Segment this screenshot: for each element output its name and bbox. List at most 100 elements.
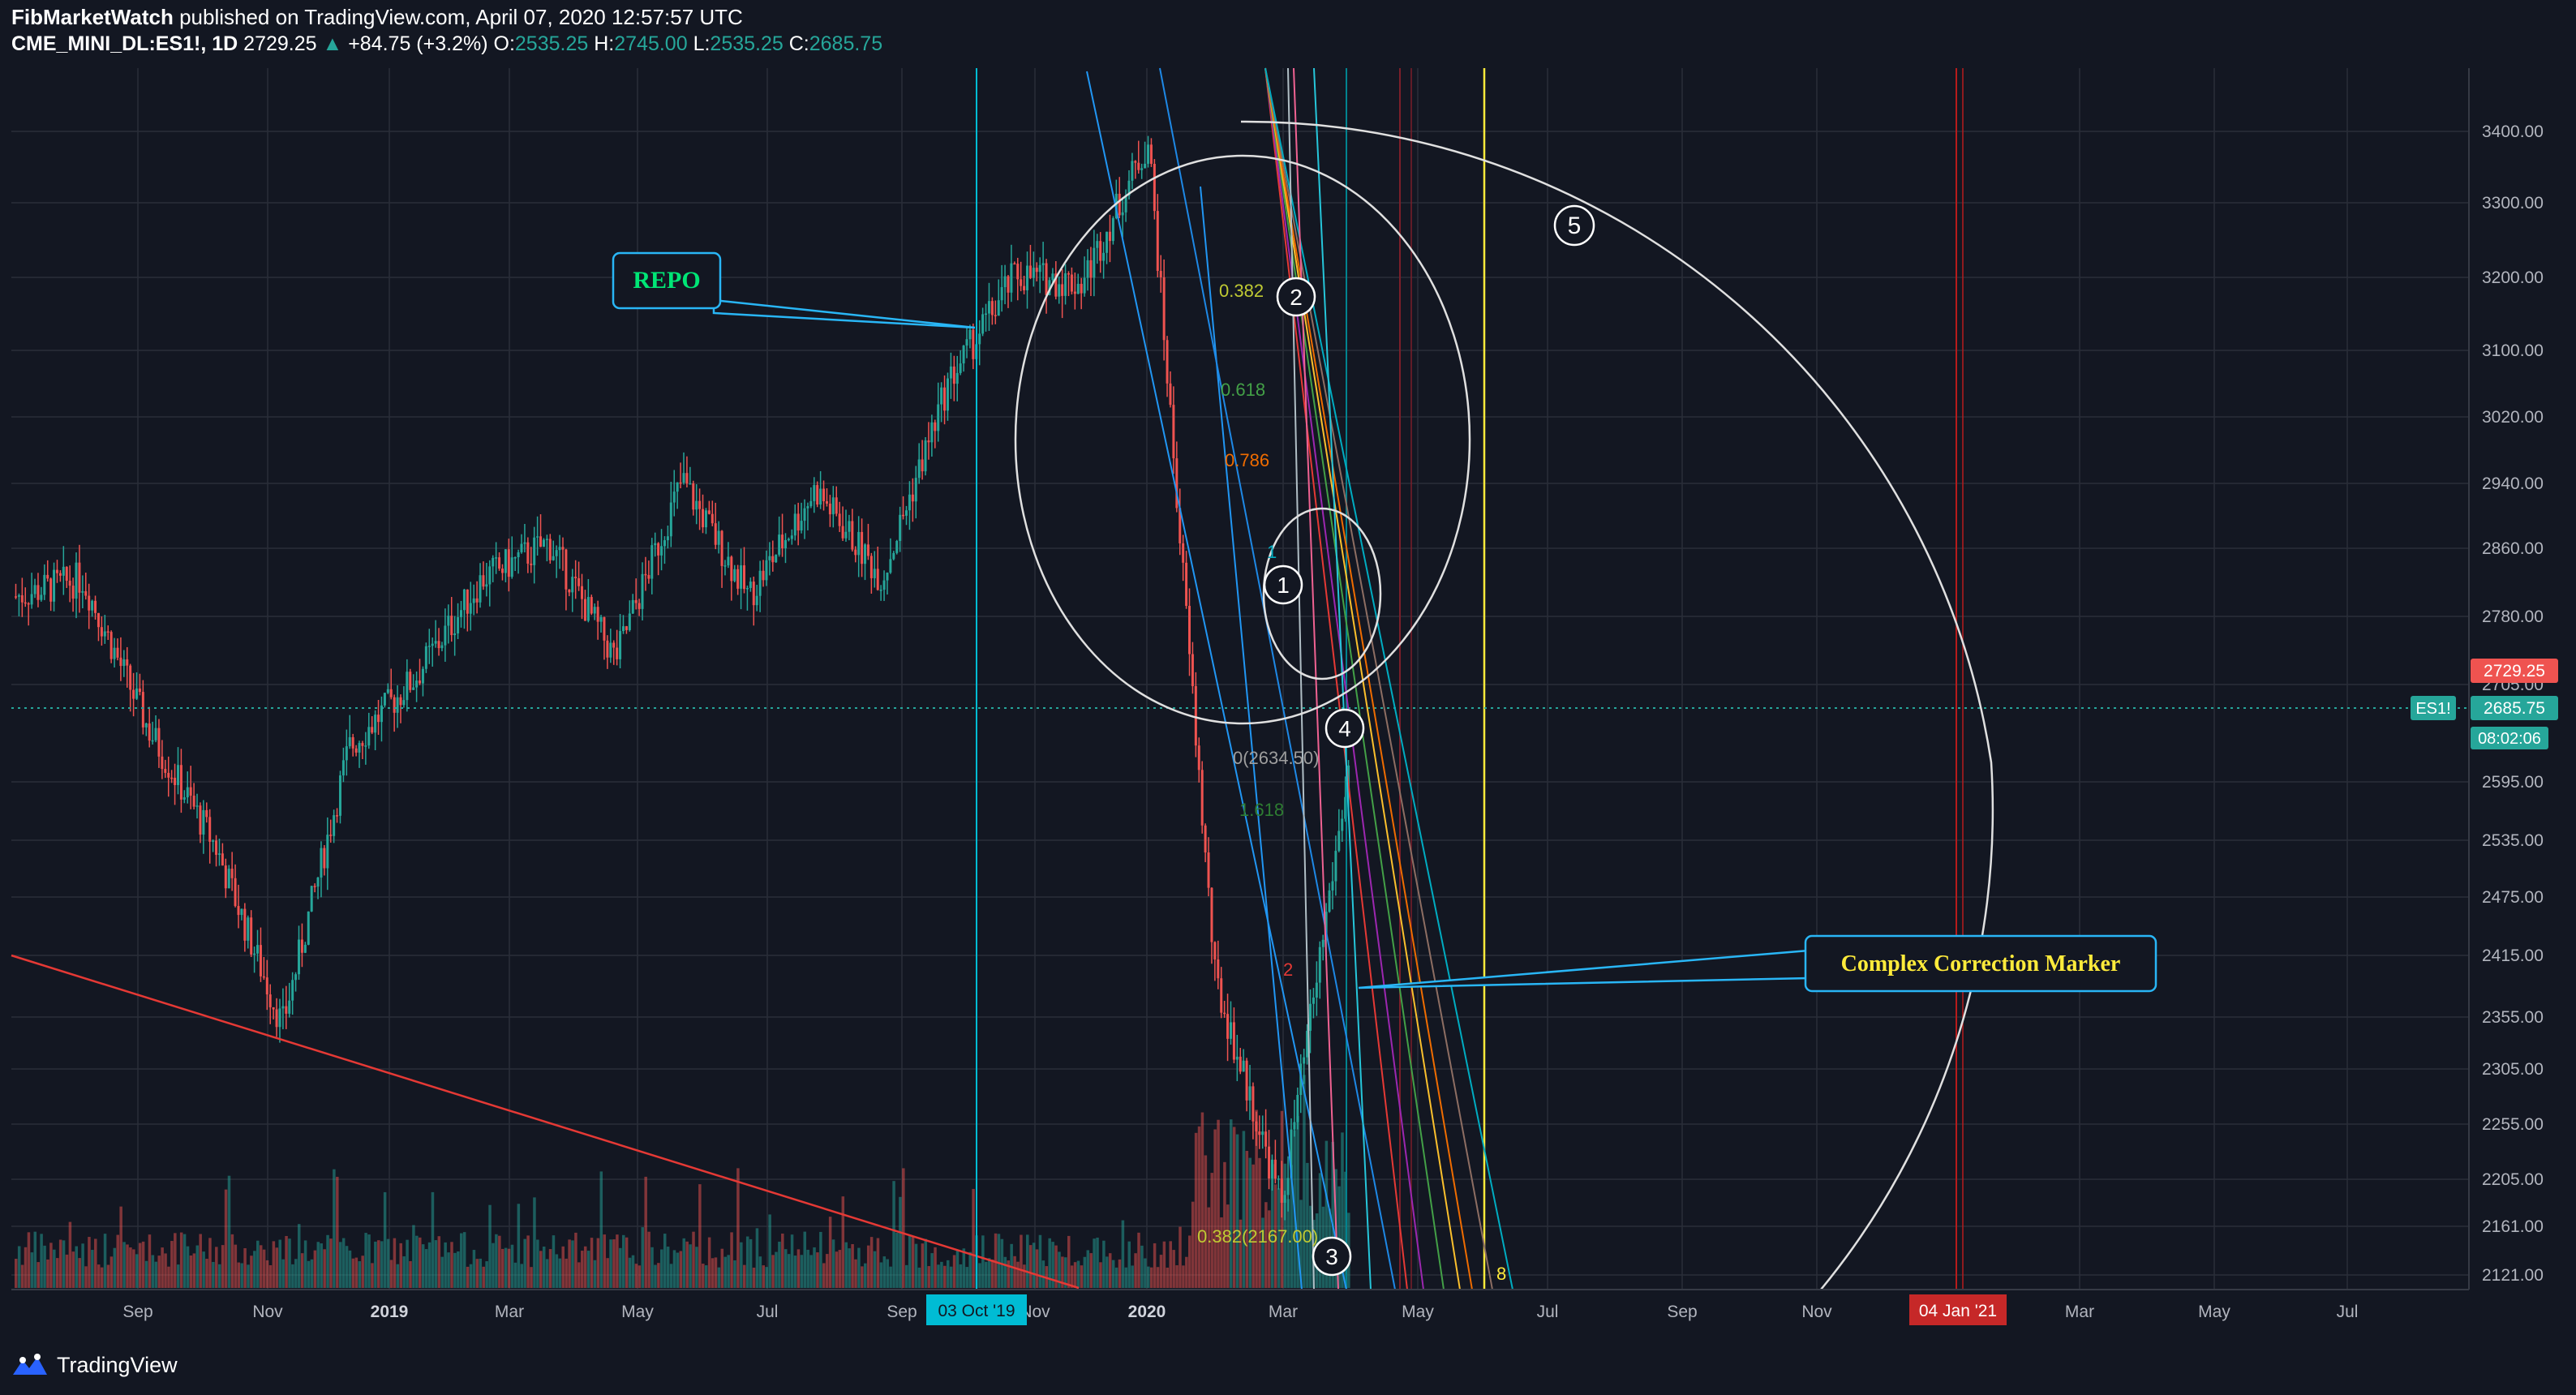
volume-bar [908,1235,912,1288]
volume-bar [377,1240,380,1288]
candle-body [1048,280,1051,295]
candle-body [326,835,329,869]
volume-bar [1248,1157,1252,1288]
candle-body [873,569,876,578]
volume-bar [990,1259,994,1288]
candle-body [1223,1012,1226,1015]
candle-body [619,631,622,659]
volume-bar [215,1247,218,1288]
candle-body [934,422,937,431]
volume-bar [119,1206,122,1288]
volume-bar [631,1255,635,1288]
candle-body [272,1007,275,1010]
candle-body [599,616,603,622]
price-chart[interactable]: 0.382 0.618 0.786 1 0(2634.50) 1.618 2 0… [0,65,2576,1333]
candle-body [1038,264,1041,273]
volume-bar [374,1241,377,1288]
volume-bar [895,1232,899,1288]
candle-body [835,497,838,514]
volume-bar [179,1232,183,1288]
volume-bar [278,1239,281,1288]
time-axis-label: Sep [1667,1303,1697,1321]
volume-bar [619,1247,622,1288]
candle-body [164,769,167,773]
tradingview-brand[interactable]: TradingView [11,1351,178,1379]
candle-body [679,482,682,484]
volume-bar [434,1240,438,1288]
candle-body [138,688,141,693]
plot-area[interactable] [11,68,2469,1289]
candle-body [1191,654,1194,686]
time-axis[interactable] [11,1290,2469,1333]
volume-bar [1080,1265,1084,1288]
publisher-name[interactable]: FibMarketWatch [11,5,174,29]
volume-bar [771,1255,775,1288]
candle-body [902,514,905,517]
volume-bar [1041,1260,1045,1288]
volume-bar [723,1256,727,1288]
volume-bar [53,1249,56,1288]
wave-marker-5[interactable]: 5 [1553,204,1595,247]
volume-bar [354,1257,358,1288]
symbol-label[interactable]: CME_MINI_DL:ES1!, 1D [11,32,238,55]
candle-body [784,539,787,549]
svg-text:5: 5 [1568,212,1582,239]
volume-bar [1239,1219,1243,1288]
candle-body [307,911,310,945]
trendline-red[interactable] [11,954,1080,1290]
candle-body [927,440,930,443]
candle-body [838,513,841,526]
wave-circle-small[interactable] [1262,507,1382,680]
candle-body [692,483,695,510]
candle-body [333,815,336,836]
wave-marker-2[interactable]: 2 [1276,277,1316,317]
volume-bar [1058,1251,1061,1288]
candle-body [565,549,568,590]
wave-marker-4[interactable]: 4 [1324,708,1365,749]
candle-body [97,612,100,628]
candle-body [466,589,469,614]
candle-body [736,569,740,589]
volume-bar [250,1256,253,1288]
wave-marker-1[interactable]: 1 [1263,564,1303,605]
candle-body [997,300,1000,316]
candle-body [437,641,440,649]
volume-bar [259,1245,263,1288]
candle-body [141,692,144,728]
volume-bar [568,1239,571,1288]
candle-body [205,809,208,818]
volume-bar [949,1266,953,1288]
wave-marker-3[interactable]: 3 [1312,1236,1352,1277]
volume-bar [17,1246,21,1288]
candle-body [574,577,577,578]
last-price: 2729.25 [243,32,317,55]
candle-body [994,315,997,316]
complex-correction-callout[interactable]: Complex Correction Marker [1358,934,2157,993]
volume-bar [230,1234,234,1288]
candle-body [1280,1178,1283,1203]
candle-body [243,908,247,941]
repo-callout[interactable]: REPO [612,251,976,329]
candle-body [444,625,447,646]
candle-body [221,853,224,866]
candle-body [523,542,526,544]
wave-circle-large[interactable] [1014,154,1471,725]
candle-body [192,796,195,807]
volume-bar [978,1263,981,1288]
candle-body [940,387,943,405]
wave-arc-five[interactable] [1240,120,1994,1290]
volume-bar [310,1259,314,1288]
volume-bar [1121,1220,1125,1288]
price-tick-label: 2205.00 [2482,1170,2544,1189]
candle-body [250,917,253,955]
svg-text:08:02:06: 08:02:06 [2478,730,2541,748]
fib-fan-lines[interactable] [1086,67,1513,1290]
candle-body [434,641,437,644]
candle-body [1268,1146,1271,1179]
candle-body [132,689,135,699]
candle-body [552,556,555,560]
volume-bar [138,1243,142,1288]
volume-bar [581,1251,584,1288]
volume-bar [828,1217,832,1288]
volume-bar [415,1235,419,1288]
